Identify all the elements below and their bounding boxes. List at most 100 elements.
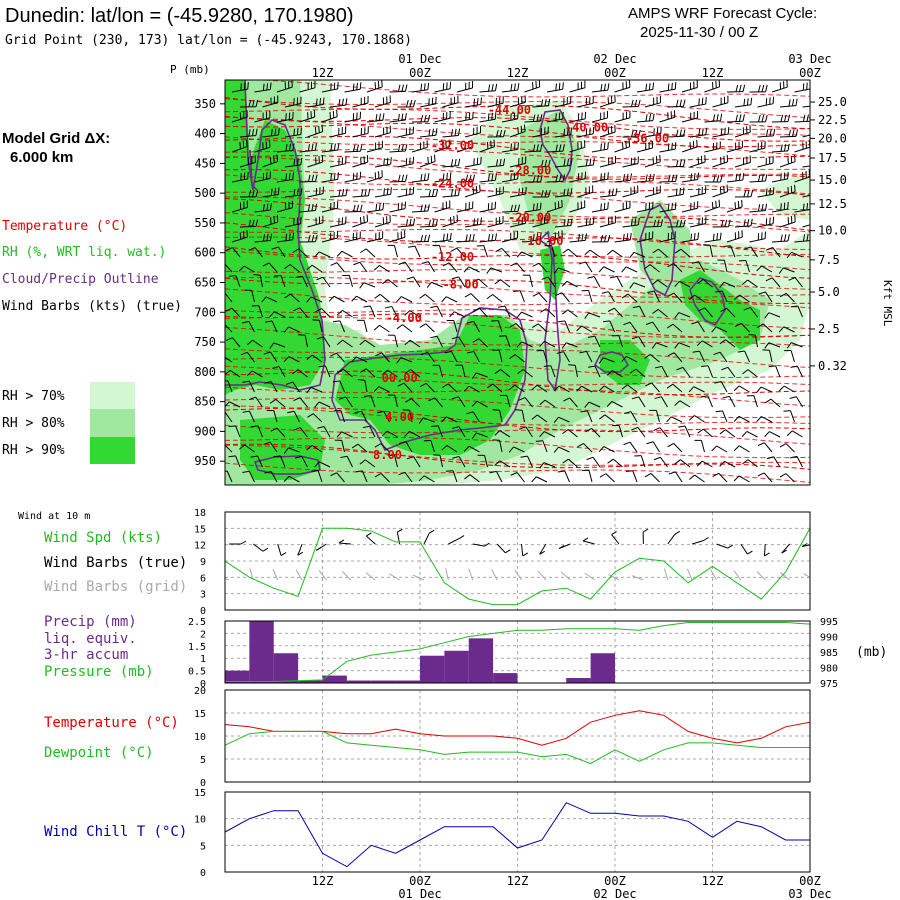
wind-barb: [577, 443, 593, 453]
wind-barb-shaft: [374, 221, 391, 228]
wind-barb-shaft: [746, 431, 758, 438]
wind-barb-shaft: [712, 133, 729, 138]
wind-barb-feather: [589, 158, 592, 166]
wind-barb-shaft: [492, 383, 503, 393]
pressure-tick-label: 800: [194, 365, 216, 379]
wind-barb-feather: [783, 144, 787, 152]
wind-barb: [554, 218, 573, 228]
wind-barb-feather: [764, 342, 770, 349]
wind-barb-shaft: [583, 443, 593, 453]
wind-barb: [532, 126, 549, 138]
wind-barb: [652, 248, 668, 258]
wind-barb-feather: [766, 247, 773, 251]
wind-barb-feather: [315, 308, 322, 313]
wind-barb-shaft: [603, 357, 615, 363]
wind-barb-shaft: [649, 353, 660, 363]
wind-barb: [487, 216, 504, 228]
wind-barb: [757, 156, 774, 168]
wind-barb-shaft: [487, 102, 504, 108]
wind-barb-shaft: [783, 385, 795, 393]
wind-barb: [396, 357, 413, 364]
wind-barb-feather: [283, 326, 290, 333]
wind-barb-shaft: [532, 105, 549, 108]
pressure-tick-label: 550: [194, 216, 216, 230]
y-tick-label: 1.5: [188, 642, 206, 653]
wind-barb-feather: [558, 174, 562, 182]
wind-barb: [312, 319, 323, 333]
wind-barb: [509, 354, 525, 363]
wind-barb: [610, 275, 623, 288]
wind-barb: [654, 365, 668, 378]
wind-barb-feather: [441, 445, 448, 451]
wind-barb-shaft: [391, 306, 398, 318]
wind-barb-feather: [566, 218, 570, 226]
wind-barb-feather: [779, 473, 787, 478]
wind-barb-shaft: [495, 471, 503, 483]
wind-barb-shaft: [795, 396, 803, 408]
wind-barb-feather: [743, 306, 751, 311]
wind-barb-shaft: [757, 193, 774, 198]
wind-barb-feather: [352, 83, 355, 91]
wind-barb: [330, 352, 345, 363]
wind-barb: [561, 280, 578, 288]
wind-barb-true-feather: [297, 551, 304, 556]
wind-barb-shaft: [614, 239, 631, 243]
wind-barb-feather: [255, 128, 258, 136]
wind-barb-feather: [553, 446, 559, 453]
wind-barb-shaft: [694, 474, 705, 483]
wind-barb: [321, 172, 339, 183]
wind-barb-shaft: [802, 224, 810, 228]
wind-barb: [631, 426, 646, 438]
wind-barb-shaft: [299, 149, 316, 153]
wind-barb: [734, 97, 753, 108]
wind-barb-feather: [558, 144, 562, 152]
wind-barb-shaft: [779, 135, 797, 138]
wind-barb-feather: [682, 99, 686, 107]
wind-barb-feather: [265, 320, 273, 323]
precip-bar: [493, 673, 518, 683]
wind-barb-feather: [578, 261, 586, 265]
wind-barb-shaft: [588, 290, 593, 303]
wind-barb: [599, 94, 616, 108]
wind-barb-feather: [539, 232, 542, 240]
wind-barb-feather: [553, 267, 559, 274]
wind-barb-shaft: [537, 323, 548, 333]
wind-barb-shaft: [380, 473, 390, 483]
wind-barb: [366, 113, 385, 123]
wind-barb-shaft: [614, 179, 631, 183]
wind-barb-feather: [678, 425, 686, 428]
wind-barb: [231, 230, 248, 243]
wind-barb: [749, 174, 768, 183]
wind-barb-shaft: [603, 385, 615, 393]
wind-barb: [359, 339, 376, 348]
top-time-label: 12Z: [507, 66, 529, 80]
wind-barb: [263, 351, 278, 363]
wind-barb: [599, 215, 616, 228]
wind-barb-feather: [585, 218, 588, 226]
wind-barb: [463, 445, 480, 453]
wind-barb-shaft: [279, 455, 286, 468]
wind-barb-feather: [317, 426, 325, 429]
wind-barb: [298, 334, 308, 348]
wind-barb-feather: [675, 188, 678, 196]
wind-barb-shaft: [656, 342, 668, 348]
wind-barb: [562, 248, 578, 258]
wind-barb: [434, 172, 452, 183]
wind-barb-feather: [508, 446, 515, 453]
wind-barb-feather: [765, 114, 768, 122]
wind-barb-shaft: [689, 134, 706, 138]
wind-barb-feather: [648, 83, 651, 91]
wind-barb: [352, 126, 369, 138]
wind-barb-shaft: [524, 120, 541, 123]
wind-barb-feather: [555, 174, 558, 182]
wind-barb: [614, 80, 631, 93]
wind-barb-true-feather: [280, 552, 287, 556]
wind-barb-feather: [600, 203, 602, 211]
wind-barb-shaft: [749, 307, 758, 318]
wind-barb-shaft: [558, 416, 570, 423]
wind-barb-shaft: [616, 276, 623, 288]
wind-barb-feather: [553, 385, 560, 392]
wind-barb: [445, 470, 458, 483]
wind-barb-shaft: [640, 455, 646, 468]
wind-barb: [652, 309, 668, 318]
